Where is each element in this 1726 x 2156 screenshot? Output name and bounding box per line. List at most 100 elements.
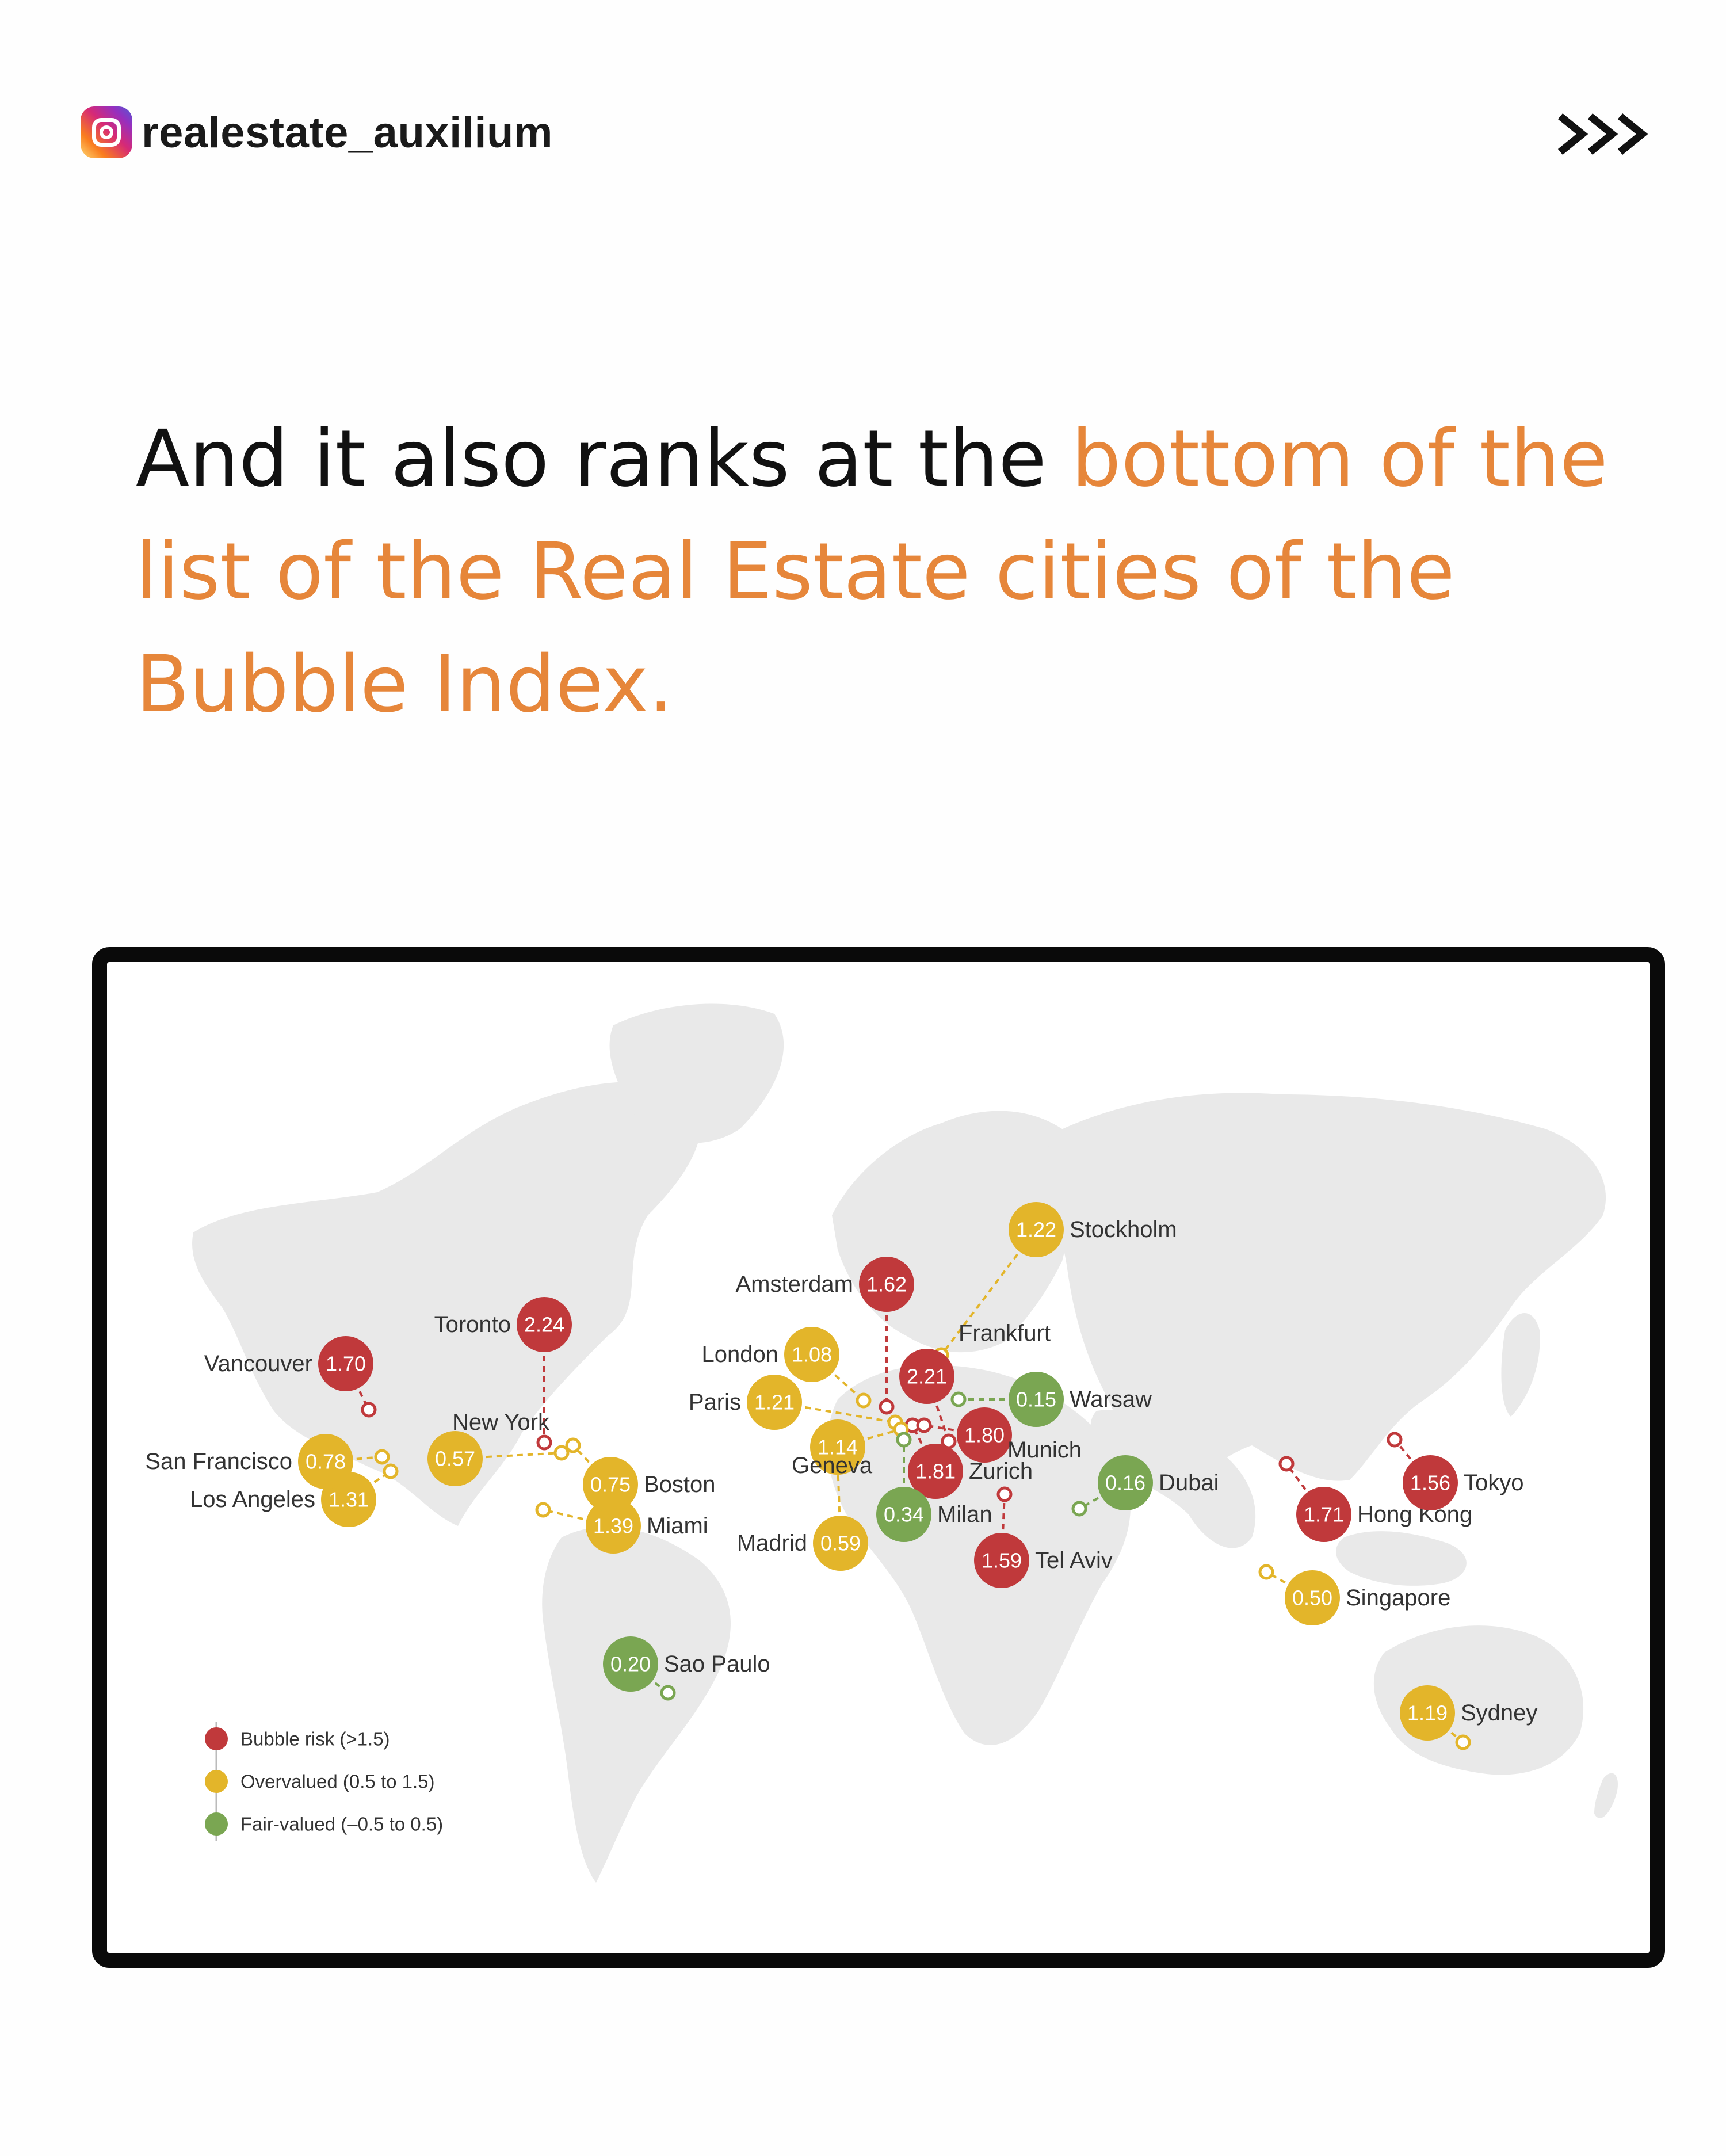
account-handle[interactable]: realestate_auxilium (142, 108, 553, 157)
los-angeles-value-label: 1.31 (329, 1488, 369, 1512)
new-york-bubble-circle (427, 1431, 483, 1486)
amsterdam-location-pin (879, 1399, 895, 1415)
post-header: realestate_auxilium (81, 106, 553, 158)
milan-city-label: Milan (937, 1502, 992, 1527)
map-legend: Bubble risk (>1.5) Overvalued (0.5 to 1.5… (205, 1722, 443, 1841)
tokyo-value-label: 1.56 (1410, 1471, 1450, 1495)
san-francisco-location-pin (374, 1449, 390, 1465)
tel-aviv-city-label: Tel Aviv (1035, 1548, 1113, 1573)
boston-value-label: 0.75 (590, 1473, 631, 1497)
madrid-value-label: 0.59 (820, 1532, 861, 1555)
headline: And it also ranks at the bottom of the l… (136, 403, 1609, 741)
legend-label-fair-valued: Fair-valued (–0.5 to 0.5) (240, 1814, 443, 1835)
zurich-city-label: Zurich (969, 1459, 1033, 1484)
milan-bubble[interactable]: 0.34 (876, 1487, 931, 1542)
geneva-bubble[interactable]: 1.14 (810, 1419, 865, 1475)
singapore-location-pin (1258, 1564, 1274, 1580)
toronto-location-pin (536, 1434, 552, 1451)
singapore-bubble[interactable]: 0.50 (1285, 1570, 1340, 1625)
continents (192, 1003, 1618, 1883)
headline-highlight: bottom of the list of the Real Estate ci… (136, 414, 1608, 730)
munich-city-label: Munich (1007, 1437, 1082, 1463)
vancouver-bubble[interactable]: 1.70 (318, 1336, 373, 1391)
miami-bubble[interactable]: 1.39 (586, 1498, 641, 1554)
tel-aviv-bubble[interactable]: 1.59 (974, 1533, 1029, 1588)
dubai-city-label: Dubai (1159, 1470, 1219, 1495)
milan-bubble-circle (876, 1487, 931, 1542)
madrid-bubble[interactable]: 0.59 (813, 1516, 868, 1571)
arabia-india-landmass (1090, 1410, 1256, 1548)
amsterdam-value-label: 1.62 (866, 1273, 907, 1296)
city-bubbles: 2.24 Toronto 2.21 Frankfurt 1.81 Zurich 1.80Mu… (145, 1202, 1537, 1741)
warsaw-city-label: Warsaw (1070, 1387, 1152, 1412)
london-bubble-circle (784, 1327, 839, 1382)
hong-kong-bubble-circle (1296, 1487, 1351, 1542)
sydney-bubble[interactable]: 1.19 (1400, 1685, 1455, 1741)
amsterdam-city-label: Amsterdam (736, 1272, 854, 1297)
san-francisco-bubble[interactable]: 0.78 (298, 1434, 353, 1489)
greenland-landmass (609, 1003, 784, 1143)
boston-connector-line (572, 1444, 612, 1486)
new-york-city-label: New York (452, 1410, 550, 1435)
warsaw-bubble-circle (1009, 1372, 1064, 1427)
sao-paulo-city-label: Sao Paulo (664, 1651, 770, 1677)
toronto-bubble[interactable]: 2.24 (517, 1297, 572, 1352)
legend-swatch-fair-valued (205, 1812, 228, 1836)
dubai-bubble-circle (1098, 1455, 1153, 1510)
stockholm-city-label: Stockholm (1070, 1217, 1177, 1242)
tokyo-location-pin (1387, 1432, 1403, 1448)
tokyo-bubble[interactable]: 1.56 (1403, 1455, 1458, 1510)
toronto-city-label: Toronto (434, 1312, 511, 1337)
warsaw-value-label: 0.15 (1016, 1388, 1056, 1411)
zurich-bubble[interactable]: 1.81 (908, 1444, 963, 1499)
hong-kong-value-label: 1.71 (1304, 1503, 1344, 1527)
london-location-pin (856, 1392, 872, 1409)
legend-label-bubble-risk: Bubble risk (>1.5) (240, 1728, 390, 1750)
north-america-landmass (192, 1082, 701, 1526)
instagram-icon[interactable] (81, 106, 132, 158)
frankfurt-bubble[interactable]: 2.21 (899, 1349, 954, 1404)
tel-aviv-location-pin (996, 1486, 1013, 1502)
boston-bubble[interactable]: 0.75 (583, 1457, 638, 1512)
sao-paulo-value-label: 0.20 (610, 1653, 651, 1676)
toronto-value-label: 2.24 (524, 1313, 564, 1337)
singapore-bubble-circle (1285, 1570, 1340, 1625)
tokyo-bubble-circle (1403, 1455, 1458, 1510)
amsterdam-bubble[interactable]: 1.62 (859, 1257, 914, 1312)
geneva-bubble-circle (810, 1419, 865, 1475)
boston-city-label: Boston (644, 1472, 716, 1497)
boston-location-pin (565, 1437, 581, 1453)
london-bubble[interactable]: 1.08 (784, 1327, 839, 1382)
singapore-city-label: Singapore (1346, 1585, 1450, 1611)
new-york-bubble[interactable]: 0.57 (427, 1431, 483, 1486)
boston-bubble-circle (583, 1457, 638, 1512)
stockholm-value-label: 1.22 (1016, 1218, 1056, 1242)
dubai-location-pin (1071, 1501, 1087, 1517)
legend-swatch-overvalued (205, 1770, 228, 1793)
warsaw-bubble[interactable]: 0.15 (1009, 1372, 1064, 1427)
amsterdam-bubble-circle (859, 1257, 914, 1312)
new-york-location-pin (553, 1445, 570, 1461)
hong-kong-city-label: Hong Kong (1357, 1502, 1472, 1527)
geneva-value-label: 1.14 (818, 1436, 858, 1459)
munich-bubble[interactable]: 1.80 (957, 1407, 1012, 1463)
sydney-bubble-circle (1400, 1685, 1455, 1741)
singapore-value-label: 0.50 (1292, 1586, 1332, 1610)
south-america-landmass (542, 1527, 731, 1883)
london-value-label: 1.08 (792, 1343, 832, 1367)
frankfurt-bubble-circle (899, 1349, 954, 1404)
milan-value-label: 0.34 (884, 1503, 924, 1527)
hong-kong-location-pin (1278, 1456, 1294, 1472)
los-angeles-location-pin (383, 1463, 399, 1479)
sao-paulo-bubble-circle (603, 1636, 658, 1692)
stockholm-bubble[interactable]: 1.22 (1009, 1202, 1064, 1257)
warsaw-location-pin (950, 1391, 967, 1407)
miami-bubble-circle (586, 1498, 641, 1554)
sao-paulo-location-pin (660, 1685, 676, 1701)
triple-chevron-right-icon[interactable] (1553, 108, 1657, 160)
vancouver-location-pin (361, 1402, 377, 1418)
sao-paulo-bubble[interactable]: 0.20 (603, 1636, 658, 1692)
dubai-bubble[interactable]: 0.16 (1098, 1455, 1153, 1510)
hong-kong-bubble[interactable]: 1.71 (1296, 1487, 1351, 1542)
paris-bubble[interactable]: 1.21 (747, 1375, 802, 1430)
